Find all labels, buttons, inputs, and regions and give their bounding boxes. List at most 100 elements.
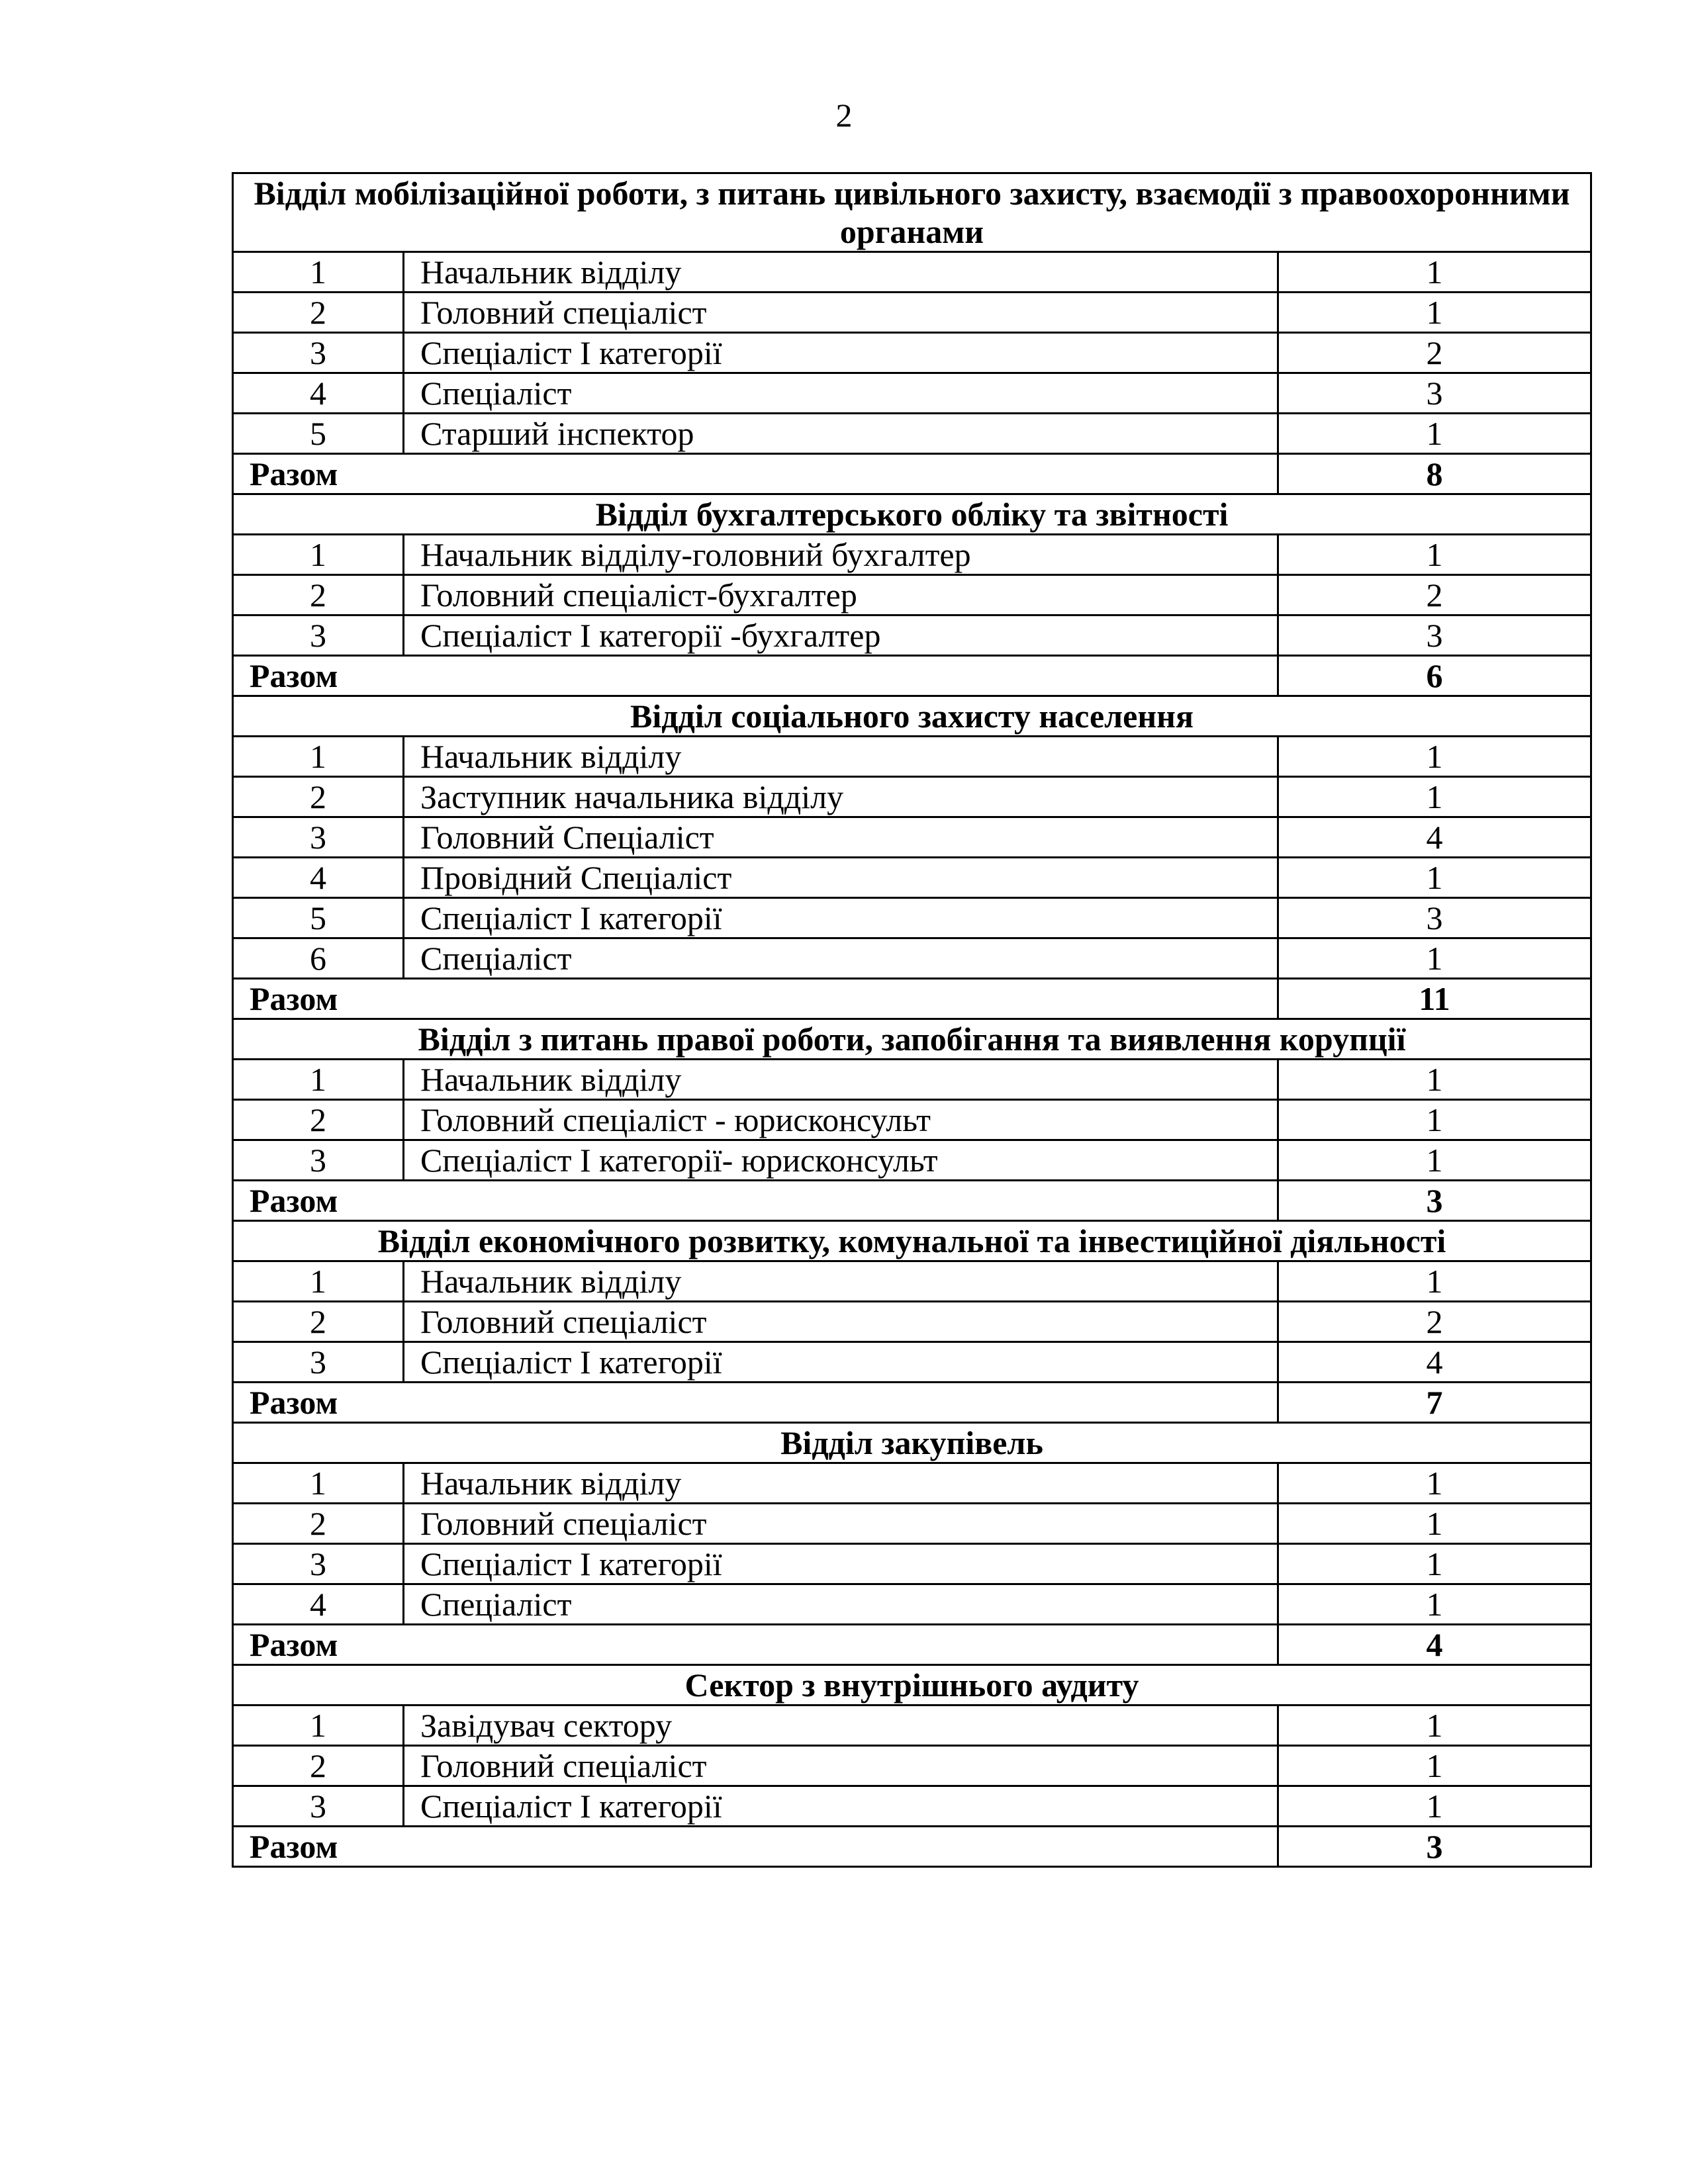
position-count: 2 <box>1276 574 1593 616</box>
total-label: Разом <box>232 978 1279 1020</box>
table-row: 5 Старший інспектор 1 <box>232 412 1593 455</box>
table-row: 4 Провідний Спеціаліст 1 <box>232 856 1593 899</box>
position-title: Начальник відділу <box>402 251 1279 293</box>
table-row: 1 Начальник відділу 1 <box>232 1462 1593 1504</box>
table-row: 3 Головний Спеціаліст 4 <box>232 816 1593 858</box>
section-title: Відділ мобілізаційної роботи, з питань ц… <box>231 172 1593 253</box>
position-count: 1 <box>1276 1543 1593 1585</box>
total-value: 8 <box>1276 453 1593 495</box>
total-row: Разом 8 <box>232 453 1593 495</box>
section-title: Відділ економічного розвитку, комунально… <box>231 1220 1593 1262</box>
position-title: Спеціаліст І категорії <box>402 1543 1279 1585</box>
position-count: 1 <box>1276 937 1593 979</box>
position-title: Спеціаліст <box>402 1583 1279 1625</box>
position-title: Спеціаліст І категорії <box>402 1341 1279 1383</box>
total-value: 7 <box>1276 1381 1593 1424</box>
position-title: Старший інспектор <box>402 412 1279 455</box>
page-number: 2 <box>835 97 853 134</box>
row-number: 2 <box>232 1300 404 1343</box>
row-number: 2 <box>232 1099 404 1141</box>
position-title: Спеціаліст І категорії -бухгалтер <box>402 614 1279 657</box>
total-row: Разом 3 <box>232 1825 1593 1868</box>
section-header: Відділ з питань правої роботи, запобіган… <box>231 1018 1593 1060</box>
position-count: 1 <box>1276 1704 1593 1747</box>
total-row: Разом 4 <box>232 1623 1593 1666</box>
position-count: 4 <box>1276 1341 1593 1383</box>
table-row: 3 Спеціаліст І категорії 1 <box>232 1543 1593 1585</box>
table-row: 2 Головний спеціаліст 2 <box>232 1300 1593 1343</box>
total-row: Разом 3 <box>232 1179 1593 1222</box>
section-title: Відділ бухгалтерського обліку та звітнос… <box>231 493 1593 535</box>
position-title: Головний спеціаліст-бухгалтер <box>402 574 1279 616</box>
row-number: 3 <box>232 614 404 657</box>
row-number: 2 <box>232 776 404 818</box>
position-count: 4 <box>1276 816 1593 858</box>
position-title: Спеціаліст І категорії <box>402 1785 1279 1827</box>
position-count: 3 <box>1276 897 1593 939</box>
row-number: 2 <box>232 1502 404 1545</box>
position-count: 1 <box>1276 291 1593 334</box>
position-count: 1 <box>1276 735 1593 778</box>
position-count: 1 <box>1276 251 1593 293</box>
table-row: 3 Спеціаліст І категорії 1 <box>232 1785 1593 1827</box>
total-value: 3 <box>1276 1179 1593 1222</box>
position-count: 1 <box>1276 1785 1593 1827</box>
row-number: 4 <box>232 372 404 414</box>
position-title: Завідувач сектору <box>402 1704 1279 1747</box>
total-label: Разом <box>232 453 1279 495</box>
row-number: 5 <box>232 412 404 455</box>
row-number: 1 <box>232 251 404 293</box>
position-title: Провідний Спеціаліст <box>402 856 1279 899</box>
row-number: 1 <box>232 533 404 576</box>
position-count: 1 <box>1276 1058 1593 1101</box>
total-row: Разом 6 <box>232 655 1593 697</box>
section-title: Відділ закупівель <box>231 1422 1593 1464</box>
section-header: Відділ закупівель <box>231 1422 1593 1464</box>
position-title: Головний спеціаліст - юрисконсульт <box>402 1099 1279 1141</box>
row-number: 1 <box>232 1704 404 1747</box>
position-count: 1 <box>1276 412 1593 455</box>
total-value: 3 <box>1276 1825 1593 1868</box>
table-row: 1 Начальник відділу-головний бухгалтер 1 <box>232 533 1593 576</box>
table-row: 4 Спеціаліст 3 <box>232 372 1593 414</box>
row-number: 3 <box>232 332 404 374</box>
row-number: 2 <box>232 574 404 616</box>
position-count: 1 <box>1276 1099 1593 1141</box>
section-header: Сектор з внутрішнього аудиту <box>231 1664 1593 1706</box>
table-row: 4 Спеціаліст 1 <box>232 1583 1593 1625</box>
row-number: 4 <box>232 1583 404 1625</box>
position-title: Головний спеціаліст <box>402 1300 1279 1343</box>
position-title: Головний Спеціаліст <box>402 816 1279 858</box>
position-title: Спеціаліст <box>402 372 1279 414</box>
total-label: Разом <box>232 1179 1279 1222</box>
table-row: 1 Начальник відділу 1 <box>232 1058 1593 1101</box>
total-row: Разом 11 <box>232 978 1593 1020</box>
staff-table: Відділ мобілізаційної роботи, з питань ц… <box>231 172 1593 1868</box>
total-value: 4 <box>1276 1623 1593 1666</box>
row-number: 4 <box>232 856 404 899</box>
row-number: 3 <box>232 816 404 858</box>
table-row: 1 Начальник відділу 1 <box>232 1260 1593 1302</box>
position-count: 2 <box>1276 1300 1593 1343</box>
table-row: 1 Начальник відділу 1 <box>232 735 1593 778</box>
table-row: 2 Заступник начальника відділу 1 <box>232 776 1593 818</box>
section-header: Відділ бухгалтерського обліку та звітнос… <box>231 493 1593 535</box>
position-count: 1 <box>1276 1462 1593 1504</box>
total-row: Разом 7 <box>232 1381 1593 1424</box>
total-label: Разом <box>232 1623 1279 1666</box>
position-title: Спеціаліст <box>402 937 1279 979</box>
position-title: Заступник начальника відділу <box>402 776 1279 818</box>
row-number: 3 <box>232 1543 404 1585</box>
position-title: Спеціаліст І категорії- юрисконсульт <box>402 1139 1279 1181</box>
position-title: Головний спеціаліст <box>402 1745 1279 1787</box>
row-number: 3 <box>232 1341 404 1383</box>
position-title: Начальник відділу <box>402 1260 1279 1302</box>
total-value: 6 <box>1276 655 1593 697</box>
section-title: Відділ соціального захисту населення <box>231 695 1593 737</box>
table-row: 2 Головний спеціаліст - юрисконсульт 1 <box>232 1099 1593 1141</box>
position-title: Начальник відділу <box>402 1058 1279 1101</box>
position-count: 3 <box>1276 614 1593 657</box>
table-row: 2 Головний спеціаліст 1 <box>232 291 1593 334</box>
table-row: 3 Спеціаліст І категорії- юрисконсульт 1 <box>232 1139 1593 1181</box>
section-header: Відділ економічного розвитку, комунально… <box>231 1220 1593 1262</box>
